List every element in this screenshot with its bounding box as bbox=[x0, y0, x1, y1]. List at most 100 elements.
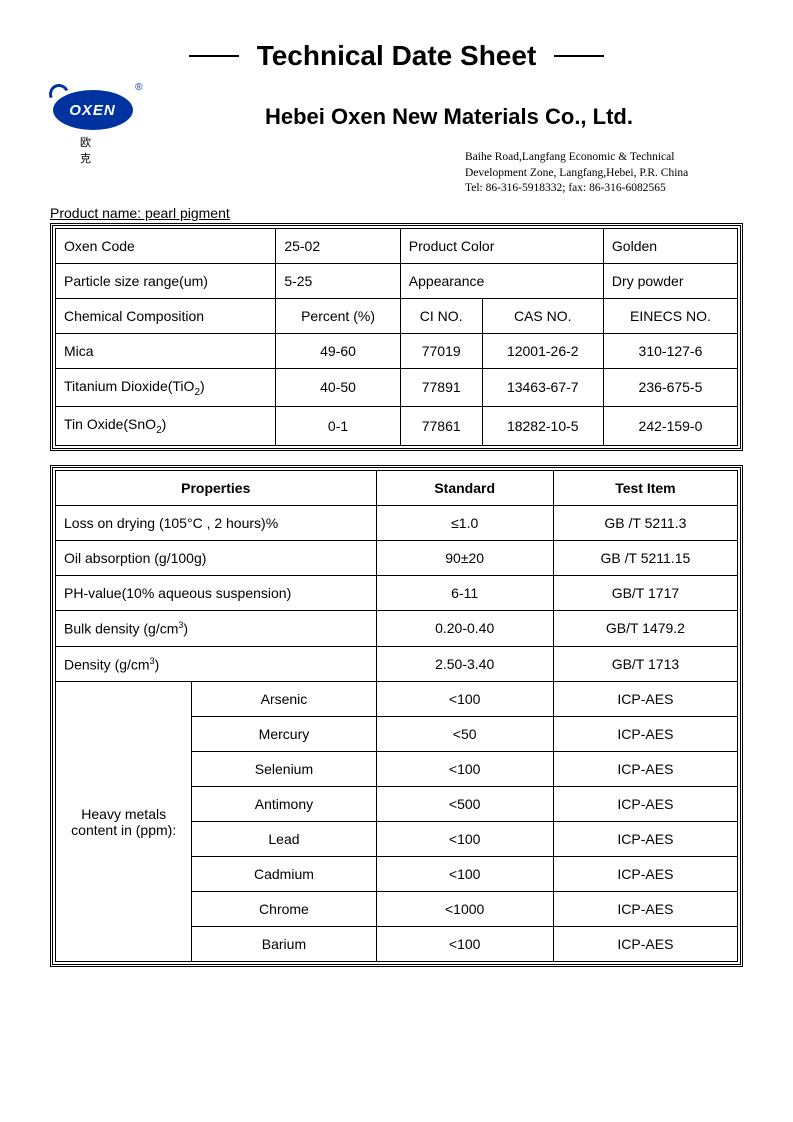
cell-value: ICP-AES bbox=[553, 927, 737, 962]
cell-name: Mica bbox=[56, 333, 276, 368]
table-row: Tin Oxide(SnO2) 0-1 77861 18282-10-5 242… bbox=[56, 407, 738, 446]
cell-label: Product Color bbox=[400, 228, 603, 263]
cell-header: CI NO. bbox=[400, 298, 482, 333]
company-address: Baihe Road,Langfang Economic & Technical… bbox=[465, 150, 743, 197]
product-name: Product name: pearl pigment bbox=[50, 205, 743, 221]
cell-label: Particle size range(um) bbox=[56, 263, 276, 298]
cell-property: Oil absorption (g/100g) bbox=[56, 541, 377, 576]
table-row: Oil absorption (g/100g) 90±20 GB /T 5211… bbox=[56, 541, 738, 576]
cell-property: Density (g/cm3) bbox=[56, 646, 377, 682]
header-right: Hebei Oxen New Materials Co., Ltd. Baihe… bbox=[155, 90, 743, 197]
cell-value: ICP-AES bbox=[553, 857, 737, 892]
cell-value: 242-159-0 bbox=[603, 407, 737, 446]
cell-value: ICP-AES bbox=[553, 892, 737, 927]
cell-header: EINECS NO. bbox=[603, 298, 737, 333]
address-line: Development Zone, Langfang,Hebei, P.R. C… bbox=[465, 166, 743, 182]
cell-value: ICP-AES bbox=[553, 717, 737, 752]
cell-metal: Barium bbox=[192, 927, 376, 962]
cell-value: 0.20-0.40 bbox=[376, 611, 553, 647]
main-title: Technical Date Sheet bbox=[257, 40, 537, 72]
cell-name: Tin Oxide(SnO2) bbox=[56, 407, 276, 446]
cell-value: 310-127-6 bbox=[603, 333, 737, 368]
cell-header: Test Item bbox=[553, 471, 737, 506]
cell-value: ≤1.0 bbox=[376, 506, 553, 541]
cell-value: ICP-AES bbox=[553, 752, 737, 787]
cell-value: 12001-26-2 bbox=[482, 333, 603, 368]
cell-value: <100 bbox=[376, 857, 553, 892]
cell-metal: Chrome bbox=[192, 892, 376, 927]
properties-table-wrapper: Properties Standard Test Item Loss on dr… bbox=[50, 465, 743, 967]
company-name: Hebei Oxen New Materials Co., Ltd. bbox=[155, 104, 743, 130]
cell-value: <100 bbox=[376, 752, 553, 787]
table-row: Heavy metals content in (ppm): Arsenic <… bbox=[56, 682, 738, 717]
cell-label: Appearance bbox=[400, 263, 603, 298]
table-row: Mica 49-60 77019 12001-26-2 310-127-6 bbox=[56, 333, 738, 368]
logo-registered-icon: ® bbox=[135, 82, 142, 93]
cell-value: 40-50 bbox=[276, 368, 400, 407]
product-info-table-wrapper: Oxen Code 25-02 Product Color Golden Par… bbox=[50, 223, 743, 452]
cell-metal: Selenium bbox=[192, 752, 376, 787]
title-line-left bbox=[189, 55, 239, 57]
logo-block: OXEN ® 欧 克 bbox=[50, 90, 135, 166]
properties-table: Properties Standard Test Item Loss on dr… bbox=[55, 470, 738, 962]
cell-value: 77019 bbox=[400, 333, 482, 368]
logo-cn-text: 欧 克 bbox=[50, 134, 135, 166]
cell-value: 90±20 bbox=[376, 541, 553, 576]
product-info-table: Oxen Code 25-02 Product Color Golden Par… bbox=[55, 228, 738, 447]
cell-header: Standard bbox=[376, 471, 553, 506]
cell-value: 25-02 bbox=[276, 228, 400, 263]
cell-property: Bulk density (g/cm3) bbox=[56, 611, 377, 647]
cell-header: Properties bbox=[56, 471, 377, 506]
table-row: PH-value(10% aqueous suspension) 6-11 GB… bbox=[56, 576, 738, 611]
cell-value: 5-25 bbox=[276, 263, 400, 298]
cell-property: PH-value(10% aqueous suspension) bbox=[56, 576, 377, 611]
cell-value: Dry powder bbox=[603, 263, 737, 298]
cell-value: <100 bbox=[376, 927, 553, 962]
table-row: Particle size range(um) 5-25 Appearance … bbox=[56, 263, 738, 298]
cell-metal: Cadmium bbox=[192, 857, 376, 892]
cell-value: GB/T 1713 bbox=[553, 646, 737, 682]
cell-value: 13463-67-7 bbox=[482, 368, 603, 407]
cell-property: Loss on drying (105°C , 2 hours)% bbox=[56, 506, 377, 541]
table-row: Density (g/cm3) 2.50-3.40 GB/T 1713 bbox=[56, 646, 738, 682]
cell-header: Chemical Composition bbox=[56, 298, 276, 333]
cell-metal: Arsenic bbox=[192, 682, 376, 717]
cell-value: 6-11 bbox=[376, 576, 553, 611]
table-row: Titanium Dioxide(TiO2) 40-50 77891 13463… bbox=[56, 368, 738, 407]
cell-value: ICP-AES bbox=[553, 787, 737, 822]
header-area: OXEN ® 欧 克 Hebei Oxen New Materials Co.,… bbox=[50, 90, 743, 197]
table-row: Oxen Code 25-02 Product Color Golden bbox=[56, 228, 738, 263]
cell-value: 18282-10-5 bbox=[482, 407, 603, 446]
cell-header: Percent (%) bbox=[276, 298, 400, 333]
cell-value: Golden bbox=[603, 228, 737, 263]
cell-value: GB/T 1717 bbox=[553, 576, 737, 611]
cell-value: 0-1 bbox=[276, 407, 400, 446]
title-row: Technical Date Sheet bbox=[50, 40, 743, 72]
cell-value: 77861 bbox=[400, 407, 482, 446]
cell-value: 236-675-5 bbox=[603, 368, 737, 407]
cell-value: <1000 bbox=[376, 892, 553, 927]
cell-value: GB/T 1479.2 bbox=[553, 611, 737, 647]
cell-metal: Antimony bbox=[192, 787, 376, 822]
cell-value: <100 bbox=[376, 822, 553, 857]
cell-value: ICP-AES bbox=[553, 822, 737, 857]
cell-value: <50 bbox=[376, 717, 553, 752]
cell-metal: Lead bbox=[192, 822, 376, 857]
logo-brand: OXEN bbox=[69, 102, 116, 119]
cell-label: Oxen Code bbox=[56, 228, 276, 263]
cell-value: <500 bbox=[376, 787, 553, 822]
table-header-row: Chemical Composition Percent (%) CI NO. … bbox=[56, 298, 738, 333]
cell-value: 77891 bbox=[400, 368, 482, 407]
cell-metal: Mercury bbox=[192, 717, 376, 752]
table-row: Bulk density (g/cm3) 0.20-0.40 GB/T 1479… bbox=[56, 611, 738, 647]
table-header-row: Properties Standard Test Item bbox=[56, 471, 738, 506]
cell-value: <100 bbox=[376, 682, 553, 717]
title-line-right bbox=[554, 55, 604, 57]
cell-value: 49-60 bbox=[276, 333, 400, 368]
heavy-metals-label: Heavy metals content in (ppm): bbox=[56, 682, 192, 962]
logo-icon: OXEN ® bbox=[53, 90, 133, 130]
address-line: Tel: 86-316-5918332; fax: 86-316-6082565 bbox=[465, 181, 743, 197]
cell-name: Titanium Dioxide(TiO2) bbox=[56, 368, 276, 407]
cell-value: ICP-AES bbox=[553, 682, 737, 717]
address-line: Baihe Road,Langfang Economic & Technical bbox=[465, 150, 743, 166]
